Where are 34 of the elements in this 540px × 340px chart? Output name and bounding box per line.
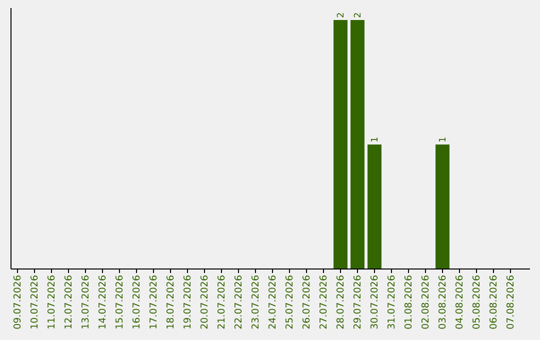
x-tick-label: 10.07.2026 — [30, 275, 40, 330]
x-tick-label: 15.07.2026 — [114, 275, 126, 330]
x-tick-label: 27.07.2026 — [318, 275, 330, 330]
x-tick-label: 05.08.2026 — [472, 275, 482, 330]
x-tick-label: 24.07.2026 — [268, 275, 278, 330]
data-label: 2 — [354, 12, 364, 18]
x-tick-label: 28.07.2026 — [336, 275, 346, 330]
x-tick-label: 22.07.2026 — [234, 275, 244, 330]
x-tick-label: 01.08.2026 — [404, 275, 414, 330]
x-tick-label: 19.07.2026 — [182, 275, 194, 330]
x-tick-label: 11.07.2026 — [46, 275, 58, 330]
x-tick-label: 30.07.2026 — [370, 275, 380, 330]
x-tick-label: 02.08.2026 — [420, 275, 432, 330]
x-tick-label: 07.08.2026 — [506, 275, 516, 330]
x-tick-label: 16.07.2026 — [132, 275, 142, 330]
x-tick-label: 18.07.2026 — [166, 275, 176, 330]
x-tick-label: 17.07.2026 — [148, 275, 160, 330]
data-label: 2 — [336, 12, 346, 18]
x-tick-label: 31.07.2026 — [386, 275, 398, 330]
data-label: 1 — [370, 136, 380, 142]
x-tick-label: 04.08.2026 — [454, 275, 466, 330]
x-tick-label: 21.07.2026 — [216, 275, 228, 330]
x-tick-label: 09.07.2026 — [12, 275, 24, 330]
x-tick-label: 23.07.2026 — [250, 275, 262, 330]
x-tick-label: 13.07.2026 — [80, 275, 92, 330]
data-label: 1 — [438, 136, 448, 142]
x-tick-label: 06.08.2026 — [488, 275, 500, 330]
x-tick-label: 26.07.2026 — [302, 275, 312, 330]
x-tick-label: 25.07.2026 — [284, 275, 296, 330]
x-tick-label: 20.07.2026 — [200, 275, 210, 330]
x-tick-label: 12.07.2026 — [64, 275, 74, 330]
x-tick-label: 29.07.2026 — [352, 275, 364, 330]
x-tick-label: 03.08.2026 — [438, 275, 448, 330]
x-tick-label: 14.07.2026 — [98, 275, 108, 330]
